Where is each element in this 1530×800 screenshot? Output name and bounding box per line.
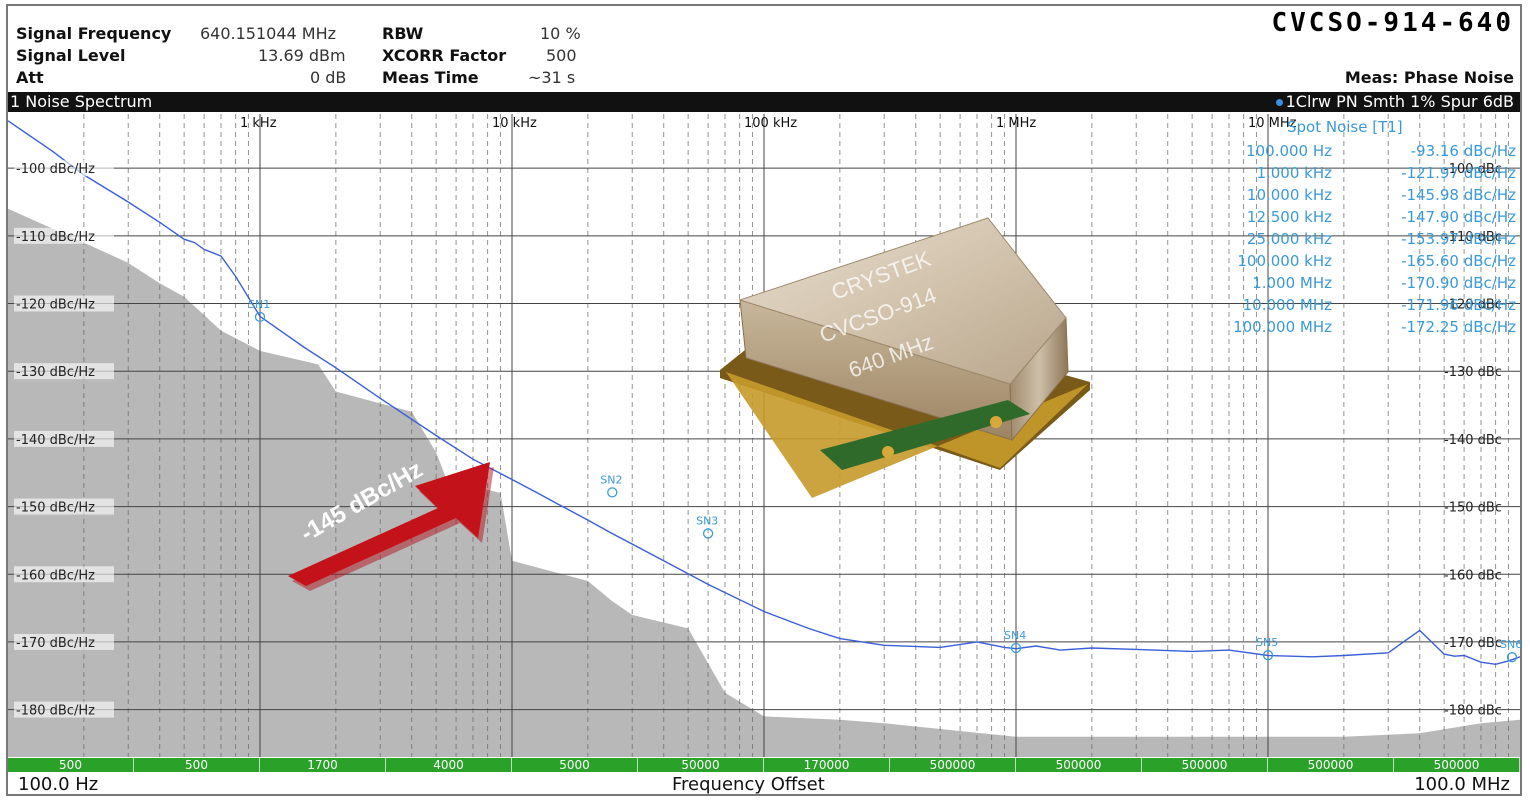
spot-noise-value: -153.97 dBc/Hz bbox=[1401, 230, 1516, 248]
y-tick-label: -120 dBc/Hz bbox=[16, 298, 95, 313]
right-tick-label: -150 dBc bbox=[1444, 501, 1502, 516]
spot-marker bbox=[702, 528, 714, 539]
spot-noise-frequency: 10.000 MHz bbox=[1243, 296, 1332, 314]
spot-marker bbox=[607, 487, 618, 498]
xcorr-value: 500 bbox=[546, 46, 577, 65]
x-tick-label: 100 kHz bbox=[744, 116, 797, 131]
marker-label: SN1 bbox=[248, 298, 270, 311]
spot-noise-value: -170.90 dBc/Hz bbox=[1401, 274, 1516, 292]
segment-label: 500 bbox=[8, 758, 134, 772]
right-tick-label: -120 dBc bbox=[1444, 298, 1502, 313]
marker-label: SN5 bbox=[1256, 636, 1278, 649]
spot-marker bbox=[1506, 652, 1518, 663]
segment-label: 50000 bbox=[638, 758, 764, 772]
bottom-bar: 500 500 1700 4000 5000 50000 170000 500000 50000… bbox=[8, 758, 1520, 795]
right-tick-label: -100 dBc bbox=[1444, 162, 1502, 177]
spot-noise-value: -171.96 dBc/Hz bbox=[1401, 296, 1516, 314]
segment-label: 1700 bbox=[260, 758, 386, 772]
y-tick-label: -130 dBc/Hz bbox=[16, 365, 95, 380]
start-frequency: 100.0 Hz bbox=[18, 774, 99, 795]
x-tick-label: 1 MHz bbox=[996, 116, 1036, 131]
segment-label: 500000 bbox=[1016, 758, 1142, 772]
rbw-value: 10 % bbox=[540, 24, 581, 43]
spot-noise-table: Spot Noise [T1] 100.000 Hz -93.16 dBc/Hz 1… bbox=[1233, 118, 1516, 336]
window-titlebar: 1 Noise Spectrum 1Clrw PN Smth 1% Spur 6… bbox=[8, 92, 1520, 112]
meas-time-value: ~31 s bbox=[528, 68, 576, 87]
spot-noise-value: -145.98 dBc/Hz bbox=[1401, 186, 1516, 204]
spot-noise-value: -172.25 dBc/Hz bbox=[1401, 318, 1516, 336]
phase-noise-trace bbox=[7, 120, 1521, 666]
spot-noise-frequency: 100.000 kHz bbox=[1237, 252, 1332, 270]
right-tick-label: -140 dBc bbox=[1444, 433, 1502, 448]
segment-label: 500000 bbox=[890, 758, 1016, 772]
spot-noise-frequency: 1.000 kHz bbox=[1256, 164, 1332, 182]
xcorr-label: XCORR Factor bbox=[382, 46, 507, 65]
spot-noise-title: Spot Noise [T1] bbox=[1287, 118, 1403, 136]
noise-floor-area bbox=[8, 208, 1520, 758]
right-tick-label: -130 dBc bbox=[1444, 365, 1502, 380]
marker-label: SN6 bbox=[1500, 638, 1522, 651]
att-value: 0 dB bbox=[310, 68, 347, 87]
signal-level-value: 13.69 dBm bbox=[258, 46, 346, 65]
spot-noise-frequency: 25.000 kHz bbox=[1247, 230, 1332, 248]
annotation-arrow bbox=[288, 462, 494, 591]
spot-noise-frequency: 100.000 Hz bbox=[1246, 142, 1332, 160]
segment-bar: 500 500 1700 4000 5000 50000 170000 500000 50000… bbox=[8, 758, 1520, 772]
spot-noise-frequency: 1.000 MHz bbox=[1252, 274, 1332, 292]
window-title: 1 Noise Spectrum bbox=[10, 92, 153, 111]
y-tick-label: -160 dBc/Hz bbox=[16, 568, 95, 583]
y-tick-label: -150 dBc/Hz bbox=[16, 501, 95, 516]
meas-time-label: Meas Time bbox=[382, 68, 479, 87]
x-tick-label: 10 kHz bbox=[492, 116, 537, 131]
y-tick-label: -140 dBc/Hz bbox=[16, 433, 95, 448]
x-tick-label: 10 MHz bbox=[1248, 116, 1297, 131]
segment-label: 500000 bbox=[1142, 758, 1268, 772]
trace-info: 1Clrw PN Smth 1% Spur 6dB bbox=[1275, 92, 1514, 112]
spot-noise-frequency: 100.000 MHz bbox=[1233, 318, 1332, 336]
right-tick-label: -160 dBc bbox=[1444, 568, 1502, 583]
stop-frequency: 100.0 MHz bbox=[1414, 774, 1510, 795]
spot-marker bbox=[1262, 650, 1274, 661]
segment-label: 4000 bbox=[386, 758, 512, 772]
marker-label: SN3 bbox=[696, 514, 718, 527]
trace-dot-icon bbox=[1275, 99, 1283, 106]
trace-info-text: 1Clrw PN Smth 1% Spur 6dB bbox=[1285, 92, 1514, 111]
y-tick-label: -110 dBc/Hz bbox=[16, 230, 95, 245]
y-tick-label: -180 dBc/Hz bbox=[16, 704, 95, 719]
signal-level-label: Signal Level bbox=[16, 46, 126, 65]
x-tick-label: 1 kHz bbox=[240, 116, 277, 131]
signal-frequency-value: 640.151044 MHz bbox=[200, 24, 337, 43]
oscillator-product-image: CRYSTEK CVCSO-914 640 MHz bbox=[720, 217, 1090, 498]
x-axis-label: Frequency Offset bbox=[672, 774, 825, 795]
marker-label: SN4 bbox=[1004, 629, 1026, 642]
segment-label: 5000 bbox=[512, 758, 638, 772]
segment-label: 500000 bbox=[1268, 758, 1394, 772]
spot-noise-frequency: 12.500 kHz bbox=[1247, 208, 1332, 226]
spot-noise-value: -93.16 dBc/Hz bbox=[1411, 142, 1517, 160]
spot-marker bbox=[1010, 642, 1022, 654]
spot-noise-frequency: 10.000 kHz bbox=[1247, 186, 1332, 204]
segment-label: 170000 bbox=[764, 758, 890, 772]
y-tick-label: -170 dBc/Hz bbox=[16, 636, 95, 651]
model-number: CVCSO-914-640 bbox=[1271, 8, 1514, 38]
right-tick-label: -180 dBc bbox=[1444, 704, 1502, 719]
right-tick-label: -110 dBc bbox=[1444, 230, 1502, 245]
att-label: Att bbox=[16, 68, 44, 87]
segment-label: 500000 bbox=[1394, 758, 1520, 772]
right-tick-label: -170 dBc bbox=[1444, 636, 1502, 651]
rbw-label: RBW bbox=[382, 24, 424, 43]
spot-marker bbox=[254, 311, 266, 322]
segment-label: 500 bbox=[134, 758, 260, 772]
marker-label: SN2 bbox=[600, 473, 622, 486]
signal-frequency-label: Signal Frequency bbox=[16, 24, 172, 43]
spot-noise-value: -121.97 dBc/Hz bbox=[1401, 164, 1516, 182]
spot-noise-value: -147.90 dBc/Hz bbox=[1401, 208, 1516, 226]
spot-noise-value: -165.60 dBc/Hz bbox=[1401, 252, 1516, 270]
y-tick-label: -100 dBc/Hz bbox=[16, 162, 95, 177]
measurement-mode: Meas: Phase Noise bbox=[1344, 68, 1514, 87]
